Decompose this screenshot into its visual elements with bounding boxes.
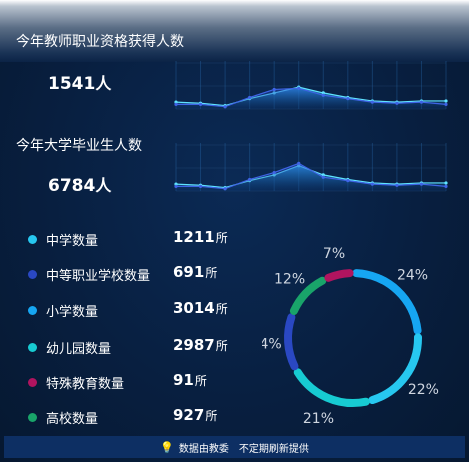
data-point <box>419 100 424 104</box>
footer-source: 数据由教委 <box>178 443 229 455</box>
data-point <box>321 175 325 179</box>
donut-slice <box>324 269 354 282</box>
donut-slice-label: 21% <box>303 411 334 427</box>
stat-label: 中等职业学校数量 <box>46 269 151 284</box>
university-dot <box>28 413 37 422</box>
vocational-school-dot <box>28 270 37 279</box>
series-line <box>176 87 447 108</box>
donut-slice <box>284 313 299 371</box>
donut-slice-label: 24% <box>397 268 428 284</box>
data-point <box>444 102 448 106</box>
data-point <box>248 95 252 100</box>
stat-special-education: 特殊教育数量 91所 <box>28 371 248 392</box>
stat-value: 91所 <box>173 371 207 389</box>
data-point <box>444 99 448 103</box>
primary-school-dot <box>28 306 37 315</box>
data-point <box>223 105 227 109</box>
stat-value: 691所 <box>173 263 218 281</box>
special-education-dot <box>28 378 37 387</box>
data-point <box>321 93 325 97</box>
stat-label: 特殊教育数量 <box>46 377 125 392</box>
data-point <box>272 87 276 92</box>
footer-note: 不定期刷新提供 <box>238 443 309 455</box>
header-band <box>0 0 469 62</box>
stat-value: 927所 <box>173 406 218 424</box>
stat-label: 中学数量 <box>46 234 99 249</box>
data-point <box>321 91 325 95</box>
series-area <box>176 88 446 109</box>
data-point <box>370 100 374 104</box>
donut-slice-label: 22% <box>408 382 439 398</box>
data-point <box>174 182 178 186</box>
middle-school-dot <box>28 235 37 244</box>
teacher-cert-count: 1541人 <box>48 74 112 94</box>
data-point <box>223 187 227 191</box>
stat-primary-school: 小学数量 3014所 <box>28 299 248 320</box>
data-point <box>297 161 301 165</box>
stat-vocational-school: 中等职业学校数量 691所 <box>28 263 248 284</box>
data-point <box>346 179 350 183</box>
series-line <box>176 162 447 190</box>
lightbulb-icon: 💡 <box>160 440 174 454</box>
donut-slice-label: 12% <box>274 271 305 287</box>
donut-slice-label: 14% <box>262 336 282 352</box>
donut-slice <box>368 333 422 405</box>
graduates-trend-chart <box>174 143 448 192</box>
data-point <box>174 184 178 188</box>
data-point <box>174 102 178 106</box>
graduates-title: 今年大学毕业生人数 <box>16 138 142 154</box>
donut-slice-label: 7% <box>323 246 345 262</box>
data-point <box>272 171 276 175</box>
data-point <box>395 183 399 187</box>
donut-slice <box>289 276 327 315</box>
data-point <box>370 182 374 186</box>
stat-value: 1211所 <box>173 228 228 246</box>
stat-value: 3014所 <box>173 299 228 317</box>
kindergarten-dot <box>28 343 37 352</box>
series-area <box>176 163 446 191</box>
data-point <box>248 177 252 182</box>
footer-bar: 💡 数据由教委 不定期刷新提供 <box>4 436 465 458</box>
graduates-count: 6784人 <box>48 176 112 196</box>
stat-label: 高校数量 <box>46 412 99 427</box>
stat-kindergarten: 幼儿园数量 2987所 <box>28 336 248 357</box>
teacher-cert-trend-chart <box>174 61 448 110</box>
data-point <box>321 173 325 177</box>
stat-label: 幼儿园数量 <box>46 342 112 357</box>
series-line <box>175 86 446 107</box>
teacher-cert-title: 今年教师职业资格获得人数 <box>16 34 184 50</box>
data-point <box>297 86 301 90</box>
data-point <box>444 184 448 188</box>
donut-slice <box>352 269 422 335</box>
data-point <box>395 101 399 105</box>
school-share-donut-chart: 24% 22% 21% 14% 12% 7% <box>262 246 439 427</box>
stat-university: 高校数量 927所 <box>28 406 248 427</box>
stat-middle-school: 中学数量 1211所 <box>28 228 248 249</box>
donut-slice <box>293 368 370 407</box>
stat-label: 小学数量 <box>46 305 99 320</box>
data-point <box>444 181 448 185</box>
data-point <box>174 100 178 104</box>
data-point <box>198 102 203 106</box>
data-point <box>198 184 203 188</box>
data-point <box>346 97 350 101</box>
data-point <box>419 182 424 186</box>
stat-value: 2987所 <box>173 336 228 354</box>
